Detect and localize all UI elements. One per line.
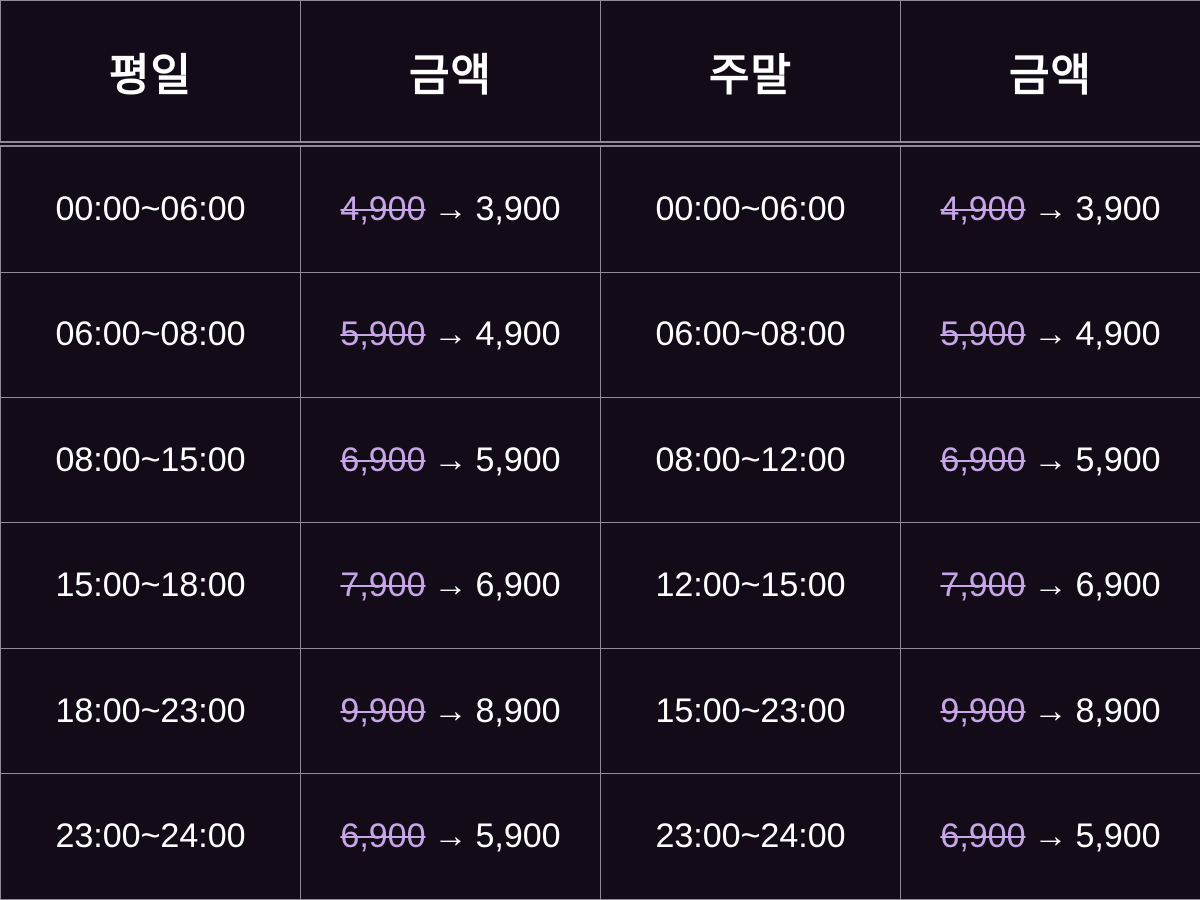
weekend-time-cell: 06:00~08:00 — [600, 271, 901, 398]
header-weekday-price: 금액 — [300, 0, 601, 147]
table-row: 00:00~06:00 4,900 → 3,900 00:00~06:00 4,900 → 3… — [0, 143, 1200, 273]
weekday-time-cell: 15:00~18:00 — [0, 522, 301, 649]
old-price: 5,900 — [340, 315, 426, 354]
weekday-price-cell: 4,900 → 3,900 — [300, 143, 601, 273]
arrow-right-icon: → — [433, 566, 468, 605]
old-price: 9,900 — [940, 691, 1026, 730]
weekend-time-cell: 00:00~06:00 — [600, 143, 901, 273]
arrow-right-icon: → — [433, 440, 468, 479]
old-price: 7,900 — [940, 566, 1026, 605]
table-row: 23:00~24:00 6,900 → 5,900 23:00~24:00 6,900 → 5… — [0, 773, 1200, 900]
weekday-time-cell: 08:00~15:00 — [0, 396, 301, 524]
new-price: 5,900 — [1075, 817, 1161, 856]
arrow-right-icon: → — [433, 817, 468, 856]
table-row: 08:00~15:00 6,900 → 5,900 08:00~12:00 6,900 → 5… — [0, 396, 1200, 524]
new-price: 5,900 — [1075, 440, 1161, 479]
table-row: 15:00~18:00 7,900 → 6,900 12:00~15:00 7,900 → 6… — [0, 522, 1200, 649]
weekend-price-cell: 4,900 → 3,900 — [900, 143, 1200, 273]
weekday-time-cell: 00:00~06:00 — [0, 143, 301, 273]
old-price: 4,900 — [340, 189, 426, 228]
weekend-price-cell: 6,900 → 5,900 — [900, 773, 1200, 900]
weekday-price-cell: 7,900 → 6,900 — [300, 522, 601, 649]
arrow-right-icon: → — [433, 691, 468, 730]
new-price: 4,900 — [475, 315, 561, 354]
new-price: 6,900 — [1075, 566, 1161, 605]
weekend-price-cell: 5,900 → 4,900 — [900, 271, 1200, 398]
old-price: 5,900 — [940, 315, 1026, 354]
table-row: 18:00~23:00 9,900 → 8,900 15:00~23:00 9,900 → 8… — [0, 647, 1200, 775]
new-price: 8,900 — [475, 691, 561, 730]
weekend-time-cell: 12:00~15:00 — [600, 522, 901, 649]
header-weekday: 평일 — [0, 0, 301, 147]
weekend-time-cell: 08:00~12:00 — [600, 396, 901, 524]
table-row: 06:00~08:00 5,900 → 4,900 06:00~08:00 5,900 → 4… — [0, 271, 1200, 398]
arrow-right-icon: → — [1033, 189, 1068, 228]
weekday-time-cell: 18:00~23:00 — [0, 647, 301, 775]
new-price: 6,900 — [475, 566, 561, 605]
weekend-time-cell: 23:00~24:00 — [600, 773, 901, 900]
old-price: 6,900 — [340, 817, 426, 856]
new-price: 3,900 — [475, 189, 561, 228]
new-price: 4,900 — [1075, 315, 1161, 354]
arrow-right-icon: → — [1033, 817, 1068, 856]
arrow-right-icon: → — [1033, 440, 1068, 479]
header-row: 평일 금액 주말 금액 — [0, 0, 1200, 147]
price-rows: 00:00~06:00 4,900 → 3,900 00:00~06:00 4,900 → 3… — [0, 143, 1200, 900]
weekend-price-cell: 7,900 → 6,900 — [900, 522, 1200, 649]
weekend-price-cell: 9,900 → 8,900 — [900, 647, 1200, 775]
old-price: 4,900 — [940, 189, 1026, 228]
arrow-right-icon: → — [1033, 315, 1068, 354]
weekday-price-cell: 6,900 → 5,900 — [300, 396, 601, 524]
new-price: 8,900 — [1075, 691, 1161, 730]
old-price: 7,900 — [340, 566, 426, 605]
old-price: 6,900 — [340, 440, 426, 479]
arrow-right-icon: → — [433, 189, 468, 228]
weekend-time-cell: 15:00~23:00 — [600, 647, 901, 775]
old-price: 6,900 — [940, 817, 1026, 856]
header-weekend: 주말 — [600, 0, 901, 147]
old-price: 9,900 — [340, 691, 426, 730]
new-price: 3,900 — [1075, 189, 1161, 228]
weekday-price-cell: 5,900 → 4,900 — [300, 271, 601, 398]
weekday-price-cell: 9,900 → 8,900 — [300, 647, 601, 775]
weekday-time-cell: 23:00~24:00 — [0, 773, 301, 900]
weekday-time-cell: 06:00~08:00 — [0, 271, 301, 398]
arrow-right-icon: → — [433, 315, 468, 354]
header-weekend-price: 금액 — [900, 0, 1200, 147]
old-price: 6,900 — [940, 440, 1026, 479]
arrow-right-icon: → — [1033, 566, 1068, 605]
new-price: 5,900 — [475, 440, 561, 479]
weekend-price-cell: 6,900 → 5,900 — [900, 396, 1200, 524]
new-price: 5,900 — [475, 817, 561, 856]
arrow-right-icon: → — [1033, 691, 1068, 730]
weekday-price-cell: 6,900 → 5,900 — [300, 773, 601, 900]
